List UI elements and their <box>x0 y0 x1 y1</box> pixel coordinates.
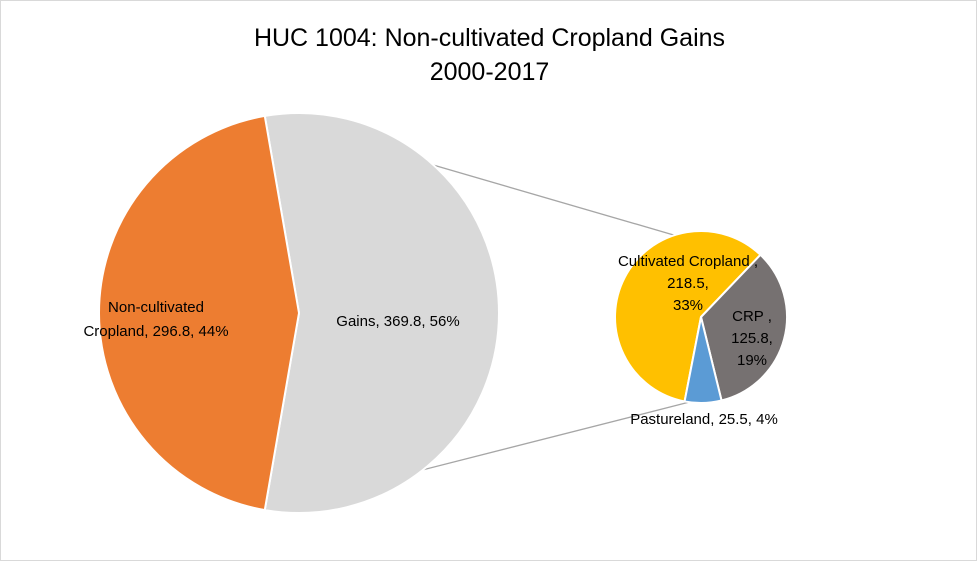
data-label-crp: CRP , 125.8, 19% <box>731 308 773 369</box>
data-label-gains: Gains, 369.8, 56% <box>336 313 459 330</box>
data-label-cultivated-cropland: Cultivated Cropland , 218.5, 33% <box>618 253 758 314</box>
slice-non-cultivated-cropland <box>97 114 301 512</box>
chart-title-line-1: HUC 1004: Non-cultivated Cropland Gains <box>253 24 726 52</box>
slice-gains <box>263 112 500 514</box>
slice-pastureland <box>683 316 723 404</box>
chart-title: HUC 1004: Non-cultivated Cropland Gains … <box>1 21 977 89</box>
data-label-pastureland: Pastureland, 25.5, 4% <box>630 411 778 428</box>
slice-cultivated-cropland <box>614 230 762 403</box>
slice-crp <box>699 253 789 402</box>
chart-title-line-2: 2000-2017 <box>429 58 550 86</box>
data-label-non-cultivated-cropland: Non-cultivated Cropland, 296.8, 44% <box>83 299 228 340</box>
